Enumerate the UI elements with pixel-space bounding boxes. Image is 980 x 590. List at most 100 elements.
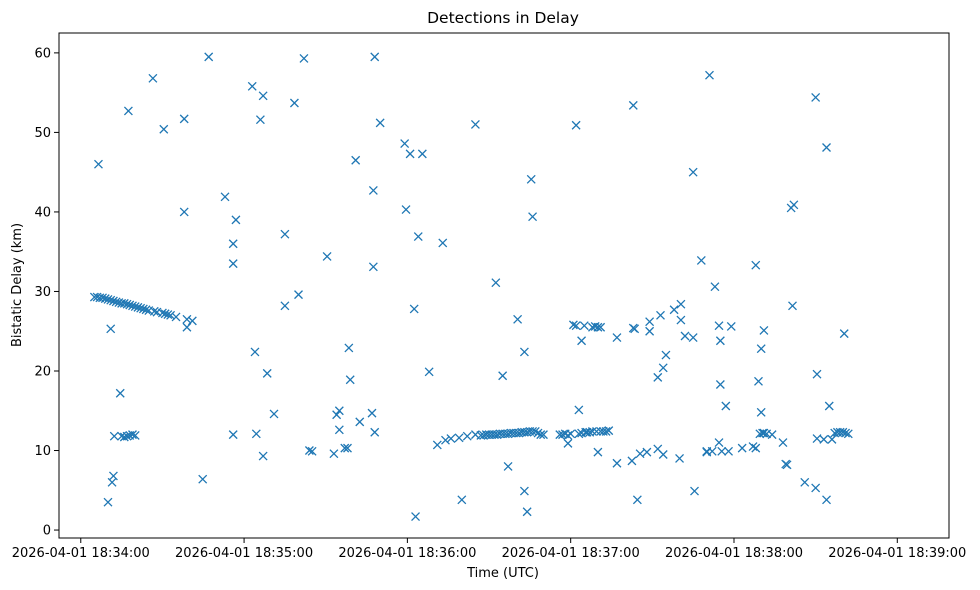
data-point xyxy=(688,167,698,177)
data-point xyxy=(115,388,125,398)
data-point xyxy=(166,310,176,320)
data-point xyxy=(334,425,344,435)
data-point xyxy=(106,295,116,305)
data-point xyxy=(228,430,238,440)
data-point xyxy=(690,486,699,496)
data-point xyxy=(574,405,584,415)
data-point xyxy=(696,255,706,265)
data-point xyxy=(98,293,108,303)
data-point xyxy=(250,347,260,357)
data-point xyxy=(653,372,663,382)
data-point xyxy=(108,471,118,481)
data-point xyxy=(748,442,758,452)
y-tick-label: 10 xyxy=(34,444,51,459)
data-point xyxy=(351,155,361,165)
data-point xyxy=(714,438,724,448)
data-point xyxy=(130,302,140,312)
data-point xyxy=(405,149,415,159)
y-tick-label: 0 xyxy=(43,524,51,539)
data-point xyxy=(612,333,622,343)
data-point xyxy=(705,70,714,80)
data-point xyxy=(125,300,135,310)
data-point xyxy=(179,207,189,217)
data-point xyxy=(751,260,761,270)
data-point xyxy=(491,278,501,288)
data-point xyxy=(822,143,831,152)
data-point xyxy=(446,434,456,444)
data-point xyxy=(811,92,821,102)
data-point xyxy=(103,497,113,507)
y-axis-label: Bistatic Delay (km) xyxy=(10,223,25,347)
data-point xyxy=(536,430,546,440)
data-point xyxy=(329,449,339,459)
data-point xyxy=(103,294,113,304)
data-point xyxy=(756,407,766,417)
data-point xyxy=(123,106,133,116)
data-point xyxy=(645,317,655,327)
data-points xyxy=(89,52,853,521)
data-point xyxy=(401,205,411,215)
y-axis-ticks: 0 10 20 30 40 50 60 xyxy=(34,46,59,539)
data-point xyxy=(642,447,652,457)
data-point xyxy=(157,308,167,318)
data-point xyxy=(658,450,668,459)
data-point xyxy=(299,53,309,63)
data-point xyxy=(307,446,317,456)
data-point xyxy=(149,306,159,316)
data-point xyxy=(498,371,508,381)
y-tick-label: 40 xyxy=(34,205,51,220)
data-point xyxy=(344,343,354,353)
data-point xyxy=(370,427,380,437)
data-point xyxy=(109,431,119,441)
data-point xyxy=(111,297,121,307)
data-point xyxy=(519,347,529,357)
data-point xyxy=(122,299,132,309)
data-point xyxy=(669,305,679,315)
data-point xyxy=(413,232,423,242)
data-point xyxy=(676,315,686,325)
data-point xyxy=(661,350,671,360)
data-point xyxy=(632,495,642,505)
x-axis-label: Time (UTC) xyxy=(466,566,539,581)
y-tick-label: 50 xyxy=(34,126,51,141)
data-point xyxy=(370,52,380,62)
data-point xyxy=(462,431,472,441)
data-point xyxy=(304,446,314,455)
x-tick-label: 2026-04-01 18:35:00 xyxy=(175,546,313,561)
data-point xyxy=(593,447,603,457)
data-point xyxy=(707,446,717,456)
data-point xyxy=(424,367,434,377)
data-point xyxy=(163,310,173,319)
data-point xyxy=(503,461,513,471)
data-point xyxy=(539,430,548,440)
data-point xyxy=(579,321,589,331)
data-point xyxy=(375,118,385,128)
data-point xyxy=(800,477,810,487)
data-point xyxy=(322,252,332,261)
x-tick-label: 2026-04-01 18:34:00 xyxy=(12,546,150,561)
data-point xyxy=(519,486,529,496)
data-point xyxy=(767,430,777,440)
data-point xyxy=(417,149,427,159)
data-point xyxy=(432,440,442,450)
data-point xyxy=(841,428,851,438)
data-point xyxy=(133,302,143,312)
data-point xyxy=(182,314,192,324)
data-point xyxy=(179,114,189,124)
data-point xyxy=(645,326,655,336)
data-point xyxy=(262,368,272,378)
data-point xyxy=(789,200,799,210)
data-point xyxy=(726,321,736,331)
data-point xyxy=(601,426,611,436)
data-point xyxy=(355,417,365,427)
data-point xyxy=(136,303,146,313)
data-point xyxy=(251,429,261,439)
data-point xyxy=(367,408,377,418)
data-point xyxy=(159,124,169,134)
data-point xyxy=(141,305,151,315)
data-point xyxy=(658,363,668,373)
data-point xyxy=(228,259,238,269)
data-point xyxy=(676,299,686,309)
data-point xyxy=(592,426,601,436)
